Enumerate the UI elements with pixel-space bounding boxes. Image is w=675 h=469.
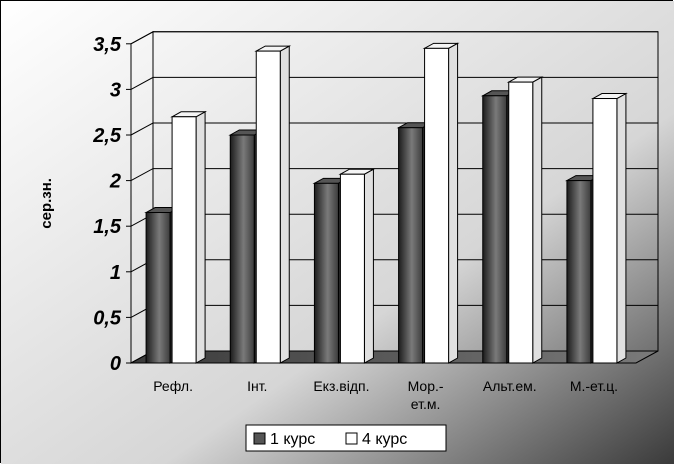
bar — [592, 98, 618, 364]
x-tick-label: Рефл. — [153, 378, 193, 394]
x-tick-label: ет.м. — [411, 396, 441, 412]
y-axis-title: сер.зн. — [38, 178, 55, 229]
x-tick-label: Альт.ем. — [483, 378, 537, 394]
bar — [171, 116, 197, 364]
legend-swatch — [253, 432, 266, 445]
bar-side — [195, 110, 206, 364]
legend-label: 1 курс — [270, 431, 315, 448]
y-tick-label: 3,5 — [93, 34, 122, 56]
x-tick-label: М.-ет.ц. — [570, 378, 618, 394]
bar — [313, 182, 339, 364]
bar — [339, 173, 365, 364]
bar — [482, 95, 508, 364]
y-tick-label: 2 — [109, 171, 121, 193]
bar-side — [448, 42, 459, 364]
x-tick-label: Екз.відп. — [313, 378, 369, 394]
bar — [508, 81, 534, 364]
y-tick-label: 0,5 — [93, 307, 122, 329]
y-tick-label: 2,5 — [92, 125, 122, 147]
bar-side — [363, 168, 374, 364]
bar — [145, 212, 171, 364]
y-tick-label: 1 — [110, 262, 121, 284]
bar — [566, 180, 592, 364]
bar — [424, 47, 450, 364]
x-tick-label: Інт. — [247, 378, 267, 394]
y-tick-label: 1,5 — [93, 216, 122, 238]
gridline — [130, 31, 658, 45]
bar-side — [532, 76, 543, 364]
bar — [398, 127, 424, 364]
y-tick-label: 0 — [110, 353, 121, 375]
x-tick-label: Мор.- — [408, 378, 444, 394]
legend-label: 4 курс — [362, 431, 407, 448]
bar-side — [616, 92, 627, 364]
bar — [229, 134, 255, 364]
bar — [255, 50, 281, 364]
bar-side — [279, 45, 290, 364]
gridline — [130, 76, 658, 90]
legend-swatch — [345, 432, 358, 445]
y-tick-label: 3 — [110, 79, 121, 101]
